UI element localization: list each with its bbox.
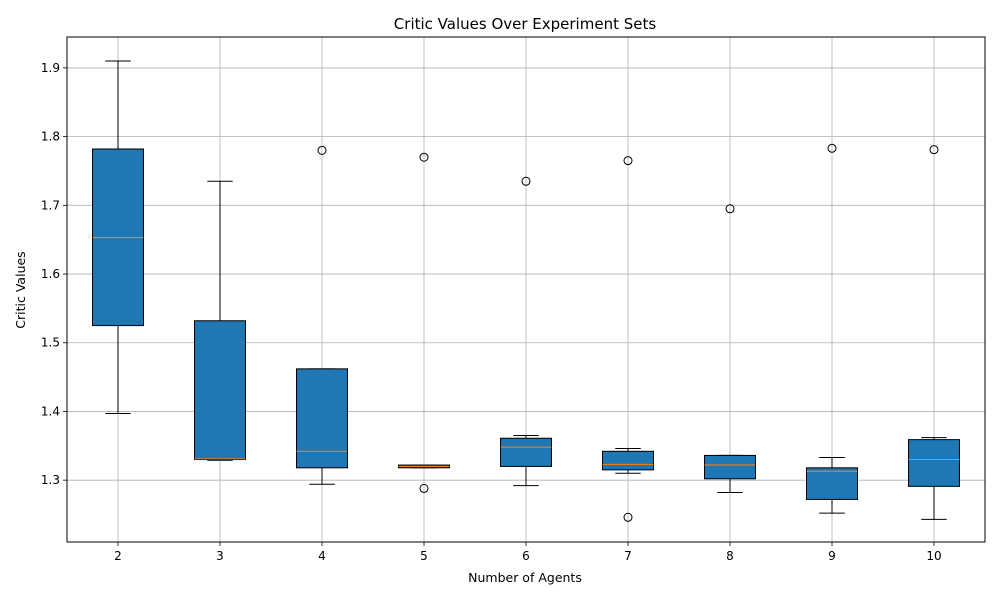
box-plots	[92, 60, 960, 522]
outlier-point	[929, 145, 939, 155]
x-axis-label: Number of Agents	[468, 570, 582, 585]
outlier-point	[623, 156, 633, 166]
iqr-box	[194, 320, 246, 461]
x-tick-label: 9	[828, 549, 836, 563]
iqr-box	[602, 450, 654, 471]
box-plot-3	[194, 180, 246, 461]
x-tick-label: 10	[926, 549, 941, 563]
y-axis-label: Critic Values	[13, 251, 28, 328]
box-plot-9	[806, 143, 858, 514]
y-tick-label: 1.5	[41, 336, 60, 350]
iqr-box	[500, 437, 552, 467]
outlier-point	[521, 176, 531, 186]
iqr-box	[806, 467, 858, 500]
outlier-point	[419, 152, 429, 162]
outlier-point	[725, 204, 735, 214]
y-tick-label: 1.7	[41, 198, 60, 212]
chart-title: Critic Values Over Experiment Sets	[394, 15, 657, 33]
x-tick-label: 5	[420, 549, 428, 563]
outlier-point	[623, 512, 633, 522]
y-tick-label: 1.6	[41, 267, 60, 281]
box-plot-10	[908, 145, 960, 520]
outlier-point	[419, 483, 429, 493]
y-tick-label: 1.9	[41, 61, 60, 75]
x-tick-label: 8	[726, 549, 734, 563]
x-tick-label: 7	[624, 549, 632, 563]
iqr-box	[296, 368, 348, 469]
box-plot-7	[602, 156, 654, 522]
outlier-point	[317, 145, 327, 155]
iqr-box	[704, 454, 756, 480]
box-plot-5	[398, 152, 450, 493]
x-tick-label: 4	[318, 549, 326, 563]
box-plot-6	[500, 176, 552, 487]
y-tick-label: 1.8	[41, 130, 60, 144]
x-tick-label: 3	[216, 549, 224, 563]
box-plot-4	[296, 145, 348, 485]
axis-ticks: 1.3 1.4 1.5 1.6 1.7 1.8 1.9 2 3 4 5 6 7 8 9 10	[41, 61, 942, 563]
outlier-point	[827, 143, 837, 153]
x-tick-label: 6	[522, 549, 530, 563]
y-tick-label: 1.3	[41, 473, 60, 487]
iqr-box	[908, 439, 960, 487]
x-tick-label: 2	[114, 549, 122, 563]
y-tick-label: 1.4	[41, 404, 60, 418]
box-plot-8	[704, 204, 756, 494]
box-plot-2	[92, 60, 144, 415]
